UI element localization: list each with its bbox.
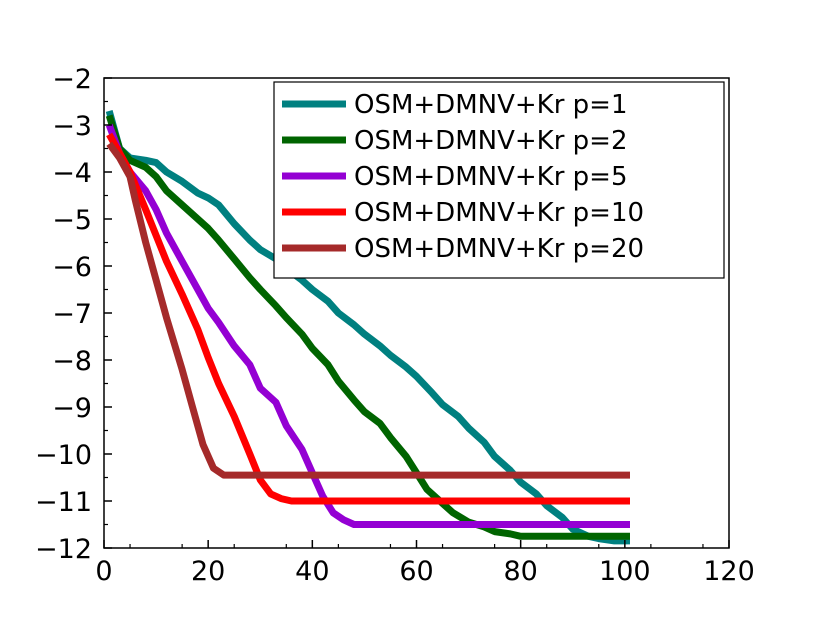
legend: OSM+DMNV+Kr p=1 OSM+DMNV+Kr p=2 OSM+DMNV+K… [273,81,725,279]
y-tick-label: −3 [52,111,92,142]
y-tick-label: −6 [52,252,92,283]
x-tick-label: 80 [503,556,537,587]
y-tick-label: −5 [52,205,92,236]
series-line-4 [106,132,630,505]
legend-label-2: OSM+DMNV+Kr p=2 [354,126,628,156]
series-line-2 [105,114,630,540]
series-line-3 [105,123,630,528]
series-line-5 [106,141,630,479]
legend-box [273,81,725,279]
y-tick-label: −4 [52,158,92,189]
x-tick-label: 120 [703,556,755,587]
y-tick-label: −10 [35,440,92,471]
x-tick-label: 20 [191,556,225,587]
legend-label-4: OSM+DMNV+Kr p=10 [354,198,644,228]
legend-label-5: OSM+DMNV+Kr p=20 [354,234,644,264]
x-tick-label: 0 [95,556,112,587]
y-tick-label: −7 [52,299,92,330]
y-tick-label: −11 [35,487,92,518]
y-tick-label: −12 [35,534,92,565]
legend-label-3: OSM+DMNV+Kr p=5 [354,162,628,192]
ticks-layer: 0 20 40 60 80 100 120 −2 −3 −4 −5 −6 −7 −8 −9 −10 −11 −12 [35,64,755,587]
y-tick-label: −8 [52,346,92,377]
x-tick-label: 100 [599,556,651,587]
legend-label-1: OSM+DMNV+Kr p=1 [354,90,628,120]
series-layer [105,109,630,545]
y-tick-label: −2 [52,64,92,95]
x-tick-label: 60 [399,556,433,587]
y-tick-label: −9 [52,393,92,424]
x-tick-label: 40 [295,556,329,587]
